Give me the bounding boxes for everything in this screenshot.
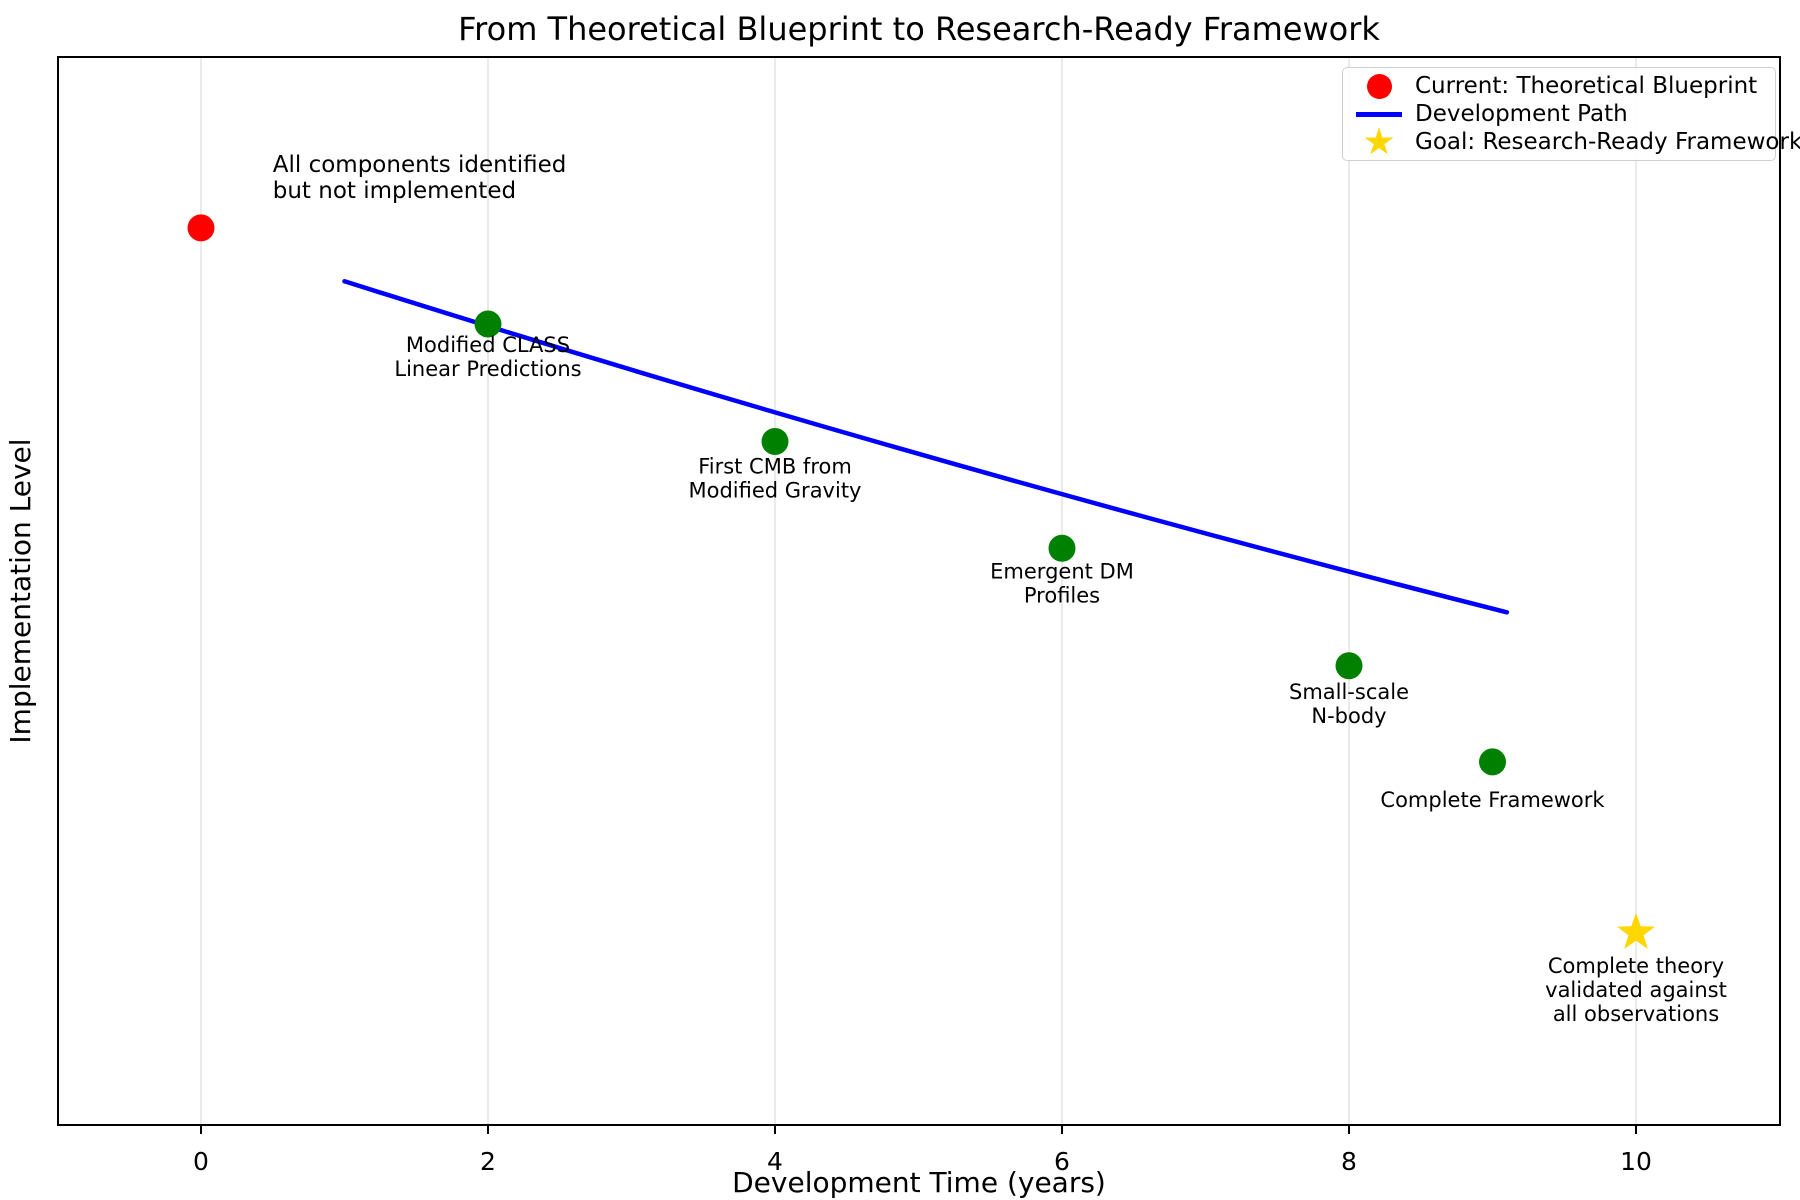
milestone-emergent-dm-label-line-1: Emergent DM: [990, 559, 1134, 583]
legend-label-development-path: Development Path: [1415, 101, 1628, 127]
milestone-small-scale-nbody-marker: [1335, 652, 1363, 680]
goal-framework-label-line-2: validated against: [1545, 978, 1727, 1002]
x-ticks-layer: 0 2 4 6 8 10: [193, 1125, 1652, 1176]
blue-line-marker-icon: [1356, 111, 1402, 117]
x-tick-label-6: 6: [1054, 1147, 1070, 1176]
red-circle-marker-icon: [1366, 73, 1392, 99]
legend: Current: Theoretical Blueprint Developme…: [1342, 67, 1800, 161]
plot-border: [57, 56, 1781, 1126]
x-tick-label-8: 8: [1341, 1147, 1357, 1176]
legend-item-development-path: Development Path: [1343, 100, 1775, 128]
goal-framework-label-line-1: Complete theory: [1548, 954, 1724, 978]
milestone-emergent-dm-marker: [1048, 534, 1076, 562]
milestone-first-cmb-marker: [761, 427, 789, 455]
milestone-modified-class-label-line-2: Linear Predictions: [394, 357, 581, 381]
x-tick-label-2: 2: [480, 1147, 496, 1176]
milestone-first-cmb-label-line-2: Modified Gravity: [689, 478, 862, 502]
milestone-modified-class-marker: [474, 310, 502, 338]
current-annotation-line-2: but not implemented: [273, 178, 516, 204]
gridlines-layer: [200, 57, 1637, 1125]
milestone-first-cmb-label-line-1: First CMB from: [698, 454, 852, 478]
data-points-layer: [187, 214, 1655, 949]
legend-item-goal: Goal: Research-Ready Framework: [1343, 127, 1800, 156]
gold-star-marker-icon: [1364, 127, 1394, 155]
goal-framework-star-marker: [1617, 912, 1655, 949]
milestone-small-scale-nbody-label-line-1: Small-scale: [1289, 680, 1409, 704]
goal-framework-label-line-3: all observations: [1553, 1002, 1719, 1026]
x-tick-label-4: 4: [767, 1147, 783, 1176]
legend-label-current: Current: Theoretical Blueprint: [1415, 73, 1758, 99]
milestone-complete-framework-label-line-1: Complete Framework: [1380, 788, 1605, 812]
legend-item-current: Current: Theoretical Blueprint: [1343, 72, 1775, 100]
development-path-line: [342, 279, 1510, 615]
chart-title: From Theoretical Blueprint to Research-R…: [458, 10, 1380, 48]
legend-label-goal: Goal: Research-Ready Framework: [1415, 129, 1800, 155]
milestone-modified-class-label-line-1: Modified CLASS: [406, 333, 570, 357]
current-blueprint-marker: [187, 214, 215, 242]
x-tick-label-0: 0: [193, 1147, 209, 1176]
milestone-emergent-dm-label-line-2: Profiles: [1024, 583, 1100, 607]
y-axis-label: Implementation Level: [4, 438, 37, 743]
milestone-complete-framework-marker: [1479, 748, 1506, 776]
x-axis-label: Development Time (years): [732, 1166, 1106, 1199]
x-tick-label-10: 10: [1620, 1147, 1652, 1176]
current-annotation-line-1: All components identified: [273, 152, 567, 178]
milestone-small-scale-nbody-label-line-2: N-body: [1311, 704, 1386, 728]
